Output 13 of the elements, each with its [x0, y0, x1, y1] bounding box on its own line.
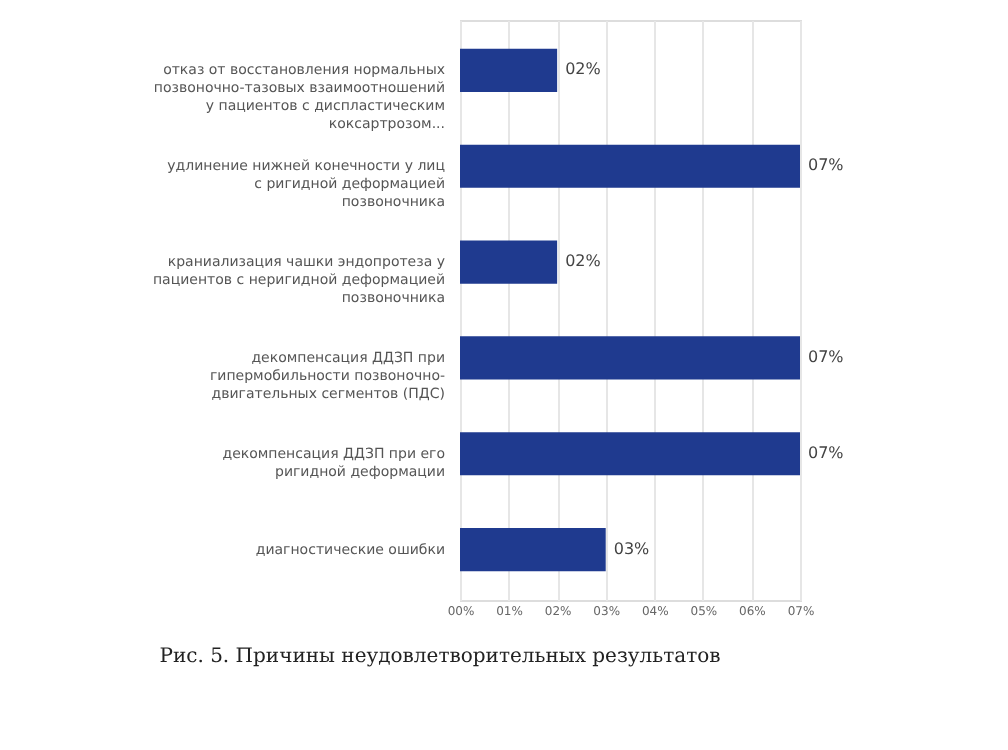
data-label: 02%: [565, 60, 602, 79]
bar: [460, 336, 800, 380]
data-label: 02%: [565, 252, 602, 271]
bar: [460, 528, 606, 572]
data-label: 07%: [808, 443, 845, 462]
text: Рис. 5. Причины неудовлетворительных результатов: [159, 646, 722, 668]
data-label: 07%: [808, 156, 845, 175]
bar: [460, 48, 558, 92]
data-label: 07%: [808, 347, 845, 366]
bar: [460, 144, 800, 188]
data-label: 03%: [613, 539, 651, 558]
bar: [460, 240, 558, 284]
bar: [460, 432, 800, 476]
